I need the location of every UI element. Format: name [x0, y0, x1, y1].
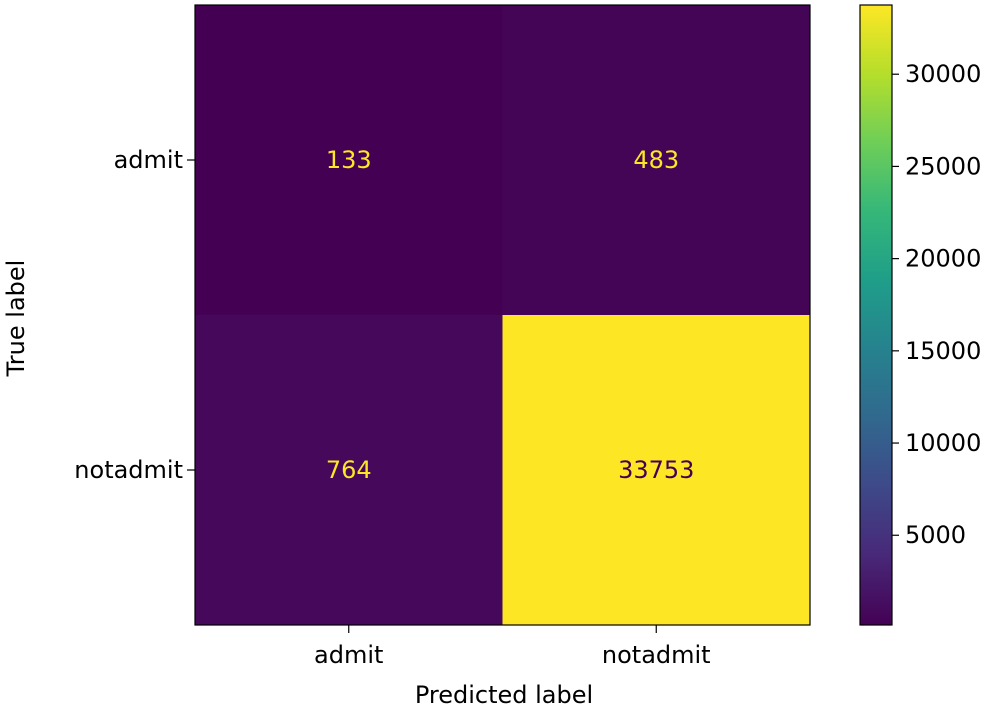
colorbar-tick-label: 30000 [905, 60, 981, 88]
y-tick-label: notadmit [74, 456, 183, 484]
heatmap-cell [502, 315, 810, 625]
cell-value-label: 33753 [618, 456, 694, 484]
colorbar-tick-label: 5000 [905, 521, 966, 549]
colorbar-tick-label: 10000 [905, 429, 981, 457]
colorbar: 5000 10000 15000 20000 25000 30000 [859, 4, 981, 626]
colorbar-tick-label: 25000 [905, 152, 981, 180]
plot-frame [194, 4, 811, 626]
colorbar-tick-label: 15000 [905, 337, 981, 365]
x-axis: admit notadmit [314, 625, 711, 669]
colorbar-tick-label: 20000 [905, 245, 981, 273]
colorbar-gradient [859, 4, 893, 626]
x-tick-label: admit [314, 641, 383, 669]
heatmap-cell [195, 315, 503, 625]
heatmap-cell [502, 5, 810, 315]
x-axis-title: Predicted label [415, 681, 593, 709]
y-axis-title: True label [2, 260, 30, 378]
heatmap-cells [194, 4, 811, 626]
x-tick-label: notadmit [602, 641, 711, 669]
heatmap-cell-labels: 133 483 764 33753 [326, 146, 695, 484]
cell-value-label: 133 [326, 146, 372, 174]
heatmap-cell [195, 5, 503, 315]
y-tick-label: admit [114, 146, 183, 174]
cell-value-label: 764 [326, 456, 372, 484]
cell-value-label: 483 [633, 146, 679, 174]
y-axis: admit notadmit [74, 146, 195, 484]
